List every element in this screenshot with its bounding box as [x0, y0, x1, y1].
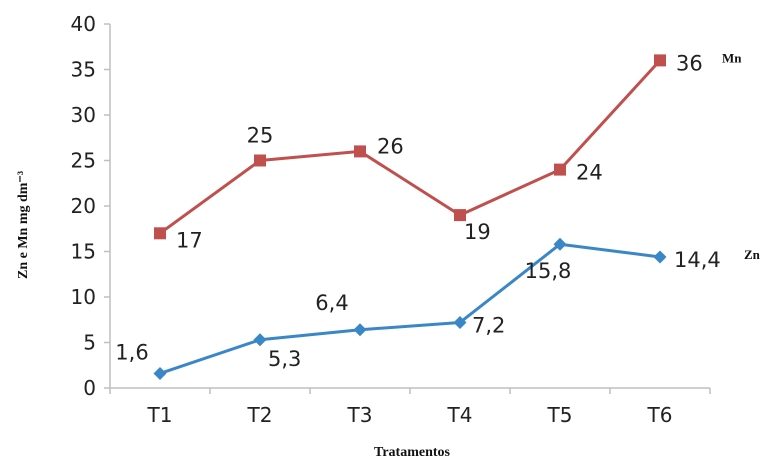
y-tick-label: 40: [71, 12, 96, 36]
data-point-marker: [554, 163, 566, 176]
series-line: [159, 59, 662, 235]
series-name-label: Mn: [722, 50, 742, 65]
x-tick-label: T5: [547, 403, 573, 427]
y-tick-label: 35: [71, 58, 96, 82]
data-label: 14,4: [674, 248, 721, 272]
data-label: 17: [176, 228, 203, 252]
x-tick-label: T6: [647, 403, 673, 427]
data-label: 15,8: [525, 259, 572, 283]
y-tick-label: 0: [83, 376, 96, 400]
y-axis-ticks: 0 5 10 15 20 25 30 35 40: [71, 12, 110, 400]
y-tick-label: 25: [71, 149, 96, 173]
data-label: 19: [464, 220, 491, 244]
y-tick-label: 10: [71, 285, 96, 309]
data-label: 6,4: [315, 291, 348, 315]
data-point-marker: [354, 145, 366, 158]
data-label: 1,6: [115, 340, 148, 364]
data-label: 26: [377, 134, 404, 158]
data-point-marker: [254, 154, 266, 167]
x-tick-label: T2: [247, 403, 273, 427]
data-point-marker: [654, 54, 666, 67]
y-tick-label: 5: [83, 331, 96, 355]
series-mn: 17 25 26 19 24 36 Mn: [154, 50, 742, 252]
x-axis-ticks: T1 T2 T3 T4 T5 T6: [109, 388, 711, 427]
series-layer: 17 25 26 19 24 36 Mn 1,6 5,3 6,4 7,2 15,8 14,4 Zn: [115, 50, 761, 380]
y-tick-label: 15: [71, 240, 96, 264]
data-point-marker: [253, 333, 267, 347]
data-point-marker: [653, 250, 667, 264]
data-label: 5,3: [268, 347, 301, 371]
data-label: 25: [247, 124, 274, 148]
series-zn: 1,6 5,3 6,4 7,2 15,8 14,4 Zn: [115, 237, 761, 380]
data-label: 36: [676, 51, 703, 75]
data-point-marker: [453, 315, 467, 329]
y-tick-label: 30: [71, 103, 96, 127]
y-tick-label: 20: [71, 194, 96, 218]
data-label: 7,2: [472, 313, 505, 337]
series-line: [159, 242, 661, 375]
data-label: 24: [576, 161, 603, 185]
y-axis-title: Zn e Mn mg dm⁻³: [16, 171, 31, 279]
data-point-marker: [154, 227, 166, 240]
data-point-marker: [553, 237, 567, 251]
x-axis-title: Tratamentos: [374, 445, 450, 460]
x-tick-label: T3: [347, 403, 373, 427]
x-tick-label: T1: [147, 403, 173, 427]
data-point-marker: [353, 323, 367, 337]
data-point-marker: [454, 209, 466, 222]
x-tick-label: T4: [447, 403, 473, 427]
data-point-marker: [153, 366, 167, 380]
series-name-label: Zn: [744, 247, 761, 262]
